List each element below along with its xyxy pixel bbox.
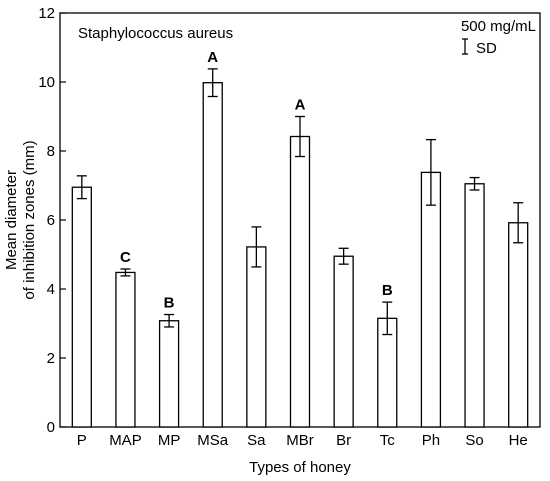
y-tick-label: 0 bbox=[47, 419, 55, 436]
bar-he bbox=[508, 222, 529, 428]
chart-title: Staphylococcus aureus bbox=[78, 25, 233, 42]
significance-letter: B bbox=[164, 295, 175, 312]
bar-br bbox=[333, 255, 354, 428]
x-tick-label: P bbox=[77, 432, 87, 449]
x-tick-label: Ph bbox=[422, 432, 440, 449]
y-tick-label: 2 bbox=[47, 350, 55, 367]
x-tick-label: MAP bbox=[109, 432, 142, 449]
significance-letter: A bbox=[207, 49, 218, 66]
x-tick-label: MP bbox=[158, 432, 181, 449]
x-tick-label: Tc bbox=[380, 432, 396, 449]
x-tick-label: MBr bbox=[286, 432, 314, 449]
y-axis-title-line2: of inhibition zones (mm) bbox=[21, 140, 38, 299]
y-axis-title-line1: Mean diameter bbox=[3, 170, 20, 270]
x-tick-label: MSa bbox=[197, 432, 229, 449]
x-tick-label: Sa bbox=[247, 432, 266, 449]
y-tick-label: 8 bbox=[47, 143, 55, 160]
sd-legend-label: SD bbox=[476, 40, 497, 57]
bar-so bbox=[464, 183, 485, 428]
x-axis-title: Types of honey bbox=[249, 459, 351, 476]
y-tick-label: 6 bbox=[47, 212, 55, 229]
x-tick-label: So bbox=[465, 432, 483, 449]
bar-map bbox=[115, 271, 136, 428]
x-tick-label: He bbox=[509, 432, 528, 449]
bars-group bbox=[71, 68, 529, 428]
bar-msa bbox=[202, 82, 223, 428]
bar-mp bbox=[158, 320, 180, 428]
significance-letter: B bbox=[382, 282, 393, 299]
bar-sa bbox=[246, 246, 267, 428]
labels-group: P MAP C MP B MSa A Sa MBr A Br Tc B Ph So He Staphylococ… bbox=[3, 18, 536, 476]
bar-p bbox=[71, 186, 92, 428]
x-tick-label: Br bbox=[336, 432, 351, 449]
y-tick-label: 12 bbox=[38, 5, 55, 22]
significance-letter: C bbox=[120, 249, 131, 266]
bar-mbr bbox=[289, 135, 311, 428]
y-tick-label: 10 bbox=[38, 74, 55, 91]
concentration-label: 500 mg/mL bbox=[461, 18, 536, 35]
bar-ph bbox=[420, 171, 442, 428]
y-tick-label: 4 bbox=[47, 281, 55, 298]
significance-letter: A bbox=[295, 97, 306, 114]
